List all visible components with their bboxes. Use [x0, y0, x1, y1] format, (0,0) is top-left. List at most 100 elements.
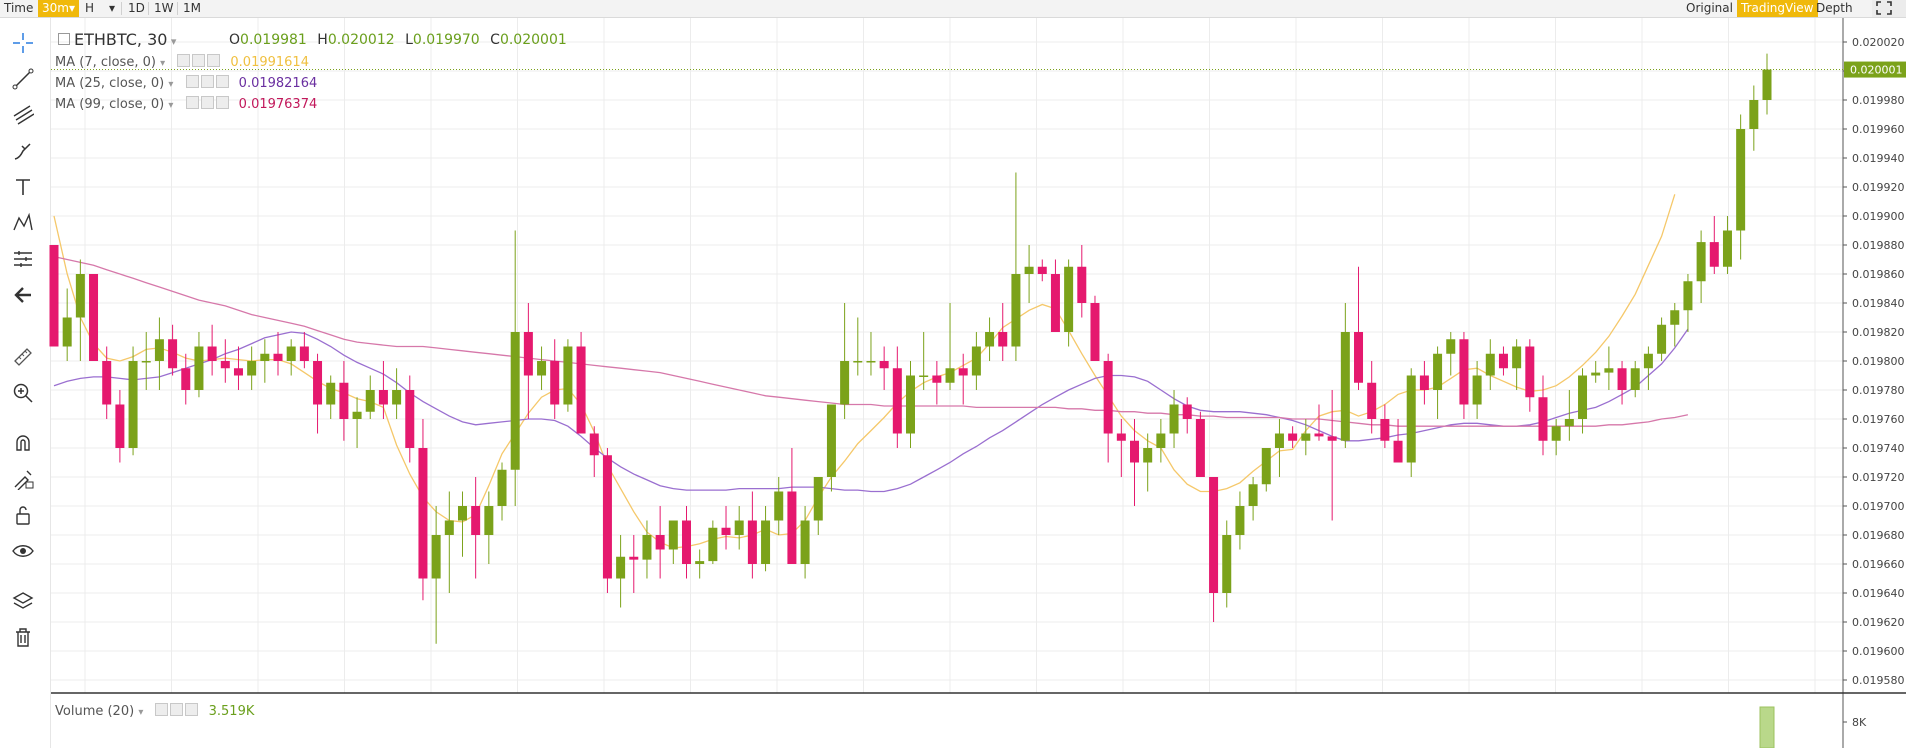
candle-body: [418, 448, 428, 579]
candle-body: [1103, 361, 1113, 434]
candle-body: [1393, 440, 1403, 463]
candle-body: [840, 361, 850, 405]
ma7-gear-icon[interactable]: [192, 54, 206, 67]
ma99-gear-icon[interactable]: [200, 96, 214, 109]
candle-body: [1657, 324, 1667, 354]
ma99-legend: MA (99, close, 0) ▾ 0.01976374: [55, 96, 318, 112]
candle-body: [510, 332, 520, 470]
crosshair-icon[interactable]: [10, 30, 36, 56]
candle-body: [1050, 274, 1060, 332]
candle-body: [734, 520, 744, 535]
pattern-icon[interactable]: [10, 210, 36, 236]
magnet-icon[interactable]: [10, 430, 36, 456]
candle-body: [1301, 433, 1311, 441]
candle-body: [774, 491, 784, 521]
candle-body: [1446, 339, 1456, 354]
ma99-eye-icon[interactable]: [185, 96, 199, 109]
candle-body: [1630, 368, 1640, 390]
candle-body: [1130, 440, 1140, 463]
candle-body: [1406, 375, 1416, 463]
eye-icon[interactable]: [10, 538, 36, 564]
view-tradingview-button[interactable]: TradingView: [1737, 0, 1818, 17]
candle-body: [207, 346, 217, 361]
candle-body: [1538, 397, 1548, 441]
candle-body: [853, 361, 863, 363]
candle-body: [892, 368, 902, 434]
candle-body: [1195, 419, 1205, 477]
volume-bar: [1759, 706, 1775, 748]
interval-hour-dropdown[interactable]: ▾: [109, 1, 116, 15]
back-arrow-icon[interactable]: [10, 282, 36, 308]
ma7-eye-icon[interactable]: [177, 54, 191, 67]
volume-close-icon[interactable]: [185, 703, 199, 716]
candle-body: [299, 346, 309, 361]
candle-body: [1354, 332, 1364, 383]
ruler-icon[interactable]: [10, 344, 36, 370]
layers-icon[interactable]: [10, 588, 36, 614]
ohlc-readout: O0.019981 H0.020012 L0.019970 C0.020001: [229, 32, 567, 48]
collapse-icon[interactable]: [58, 33, 70, 45]
trend-line-icon[interactable]: [10, 66, 36, 92]
candle-body: [879, 361, 889, 369]
text-icon[interactable]: [10, 174, 36, 200]
symbol-legend: ETHBTC, 30 ▾: [58, 30, 188, 49]
y-tick-label: 0.019820: [1852, 326, 1905, 339]
candle-body: [260, 353, 270, 361]
view-original-button[interactable]: Original: [1686, 1, 1733, 15]
candle-body: [695, 561, 705, 564]
open-label: O: [229, 32, 241, 48]
candle-body: [339, 382, 349, 419]
candle-body: [247, 361, 257, 376]
toolbar-divider: [148, 2, 149, 15]
toolbar-divider: [177, 2, 178, 15]
candle-body: [1459, 339, 1469, 405]
ma99-label: MA (99, close, 0): [55, 97, 165, 112]
interval-hour-button[interactable]: H: [85, 1, 95, 15]
measure-ruler-icon[interactable]: [10, 246, 36, 272]
y-tick-label: 0.019920: [1852, 181, 1905, 194]
lock-drawing-icon[interactable]: [10, 466, 36, 492]
candle-body: [128, 361, 138, 448]
y-tick-label: 0.019900: [1852, 210, 1905, 223]
y-tick-label: 0.019760: [1852, 413, 1905, 426]
brush-icon[interactable]: [10, 138, 36, 164]
ma7-line: [53, 194, 1676, 549]
ma25-gear-icon[interactable]: [200, 75, 214, 88]
interval-1d-button[interactable]: 1D: [128, 1, 145, 15]
zoom-in-icon[interactable]: [10, 380, 36, 406]
interval-1m-button[interactable]: 1M: [183, 1, 201, 15]
candle-body: [444, 520, 454, 535]
candle-body: [181, 368, 191, 390]
y-tick-label: 0.020020: [1852, 36, 1905, 49]
volume-eye-icon[interactable]: [155, 703, 169, 716]
trash-icon[interactable]: [10, 624, 36, 650]
ma99-close-icon[interactable]: [215, 96, 229, 109]
interval-1w-button[interactable]: 1W: [154, 1, 174, 15]
volume-value: 3.519K: [208, 704, 255, 719]
unlock-icon[interactable]: [10, 502, 36, 528]
y-tick-label: 0.019740: [1852, 442, 1905, 455]
candle-body: [668, 520, 678, 550]
ma25-close-icon[interactable]: [215, 75, 229, 88]
ma25-eye-icon[interactable]: [185, 75, 199, 88]
candle-body: [1367, 382, 1377, 419]
ma7-close-icon[interactable]: [207, 54, 221, 67]
candle-body: [1564, 419, 1574, 427]
candle-body: [1617, 368, 1627, 390]
candle-body: [1591, 372, 1601, 376]
candle-body: [1182, 404, 1192, 419]
interval-30m-button[interactable]: 30m▾: [38, 0, 79, 17]
candle-body: [1736, 129, 1746, 231]
candle-body: [1077, 266, 1087, 303]
candle-body: [62, 317, 72, 347]
fullscreen-icon[interactable]: [1872, 0, 1906, 17]
candle-body: [1419, 375, 1429, 390]
candle-body: [1090, 303, 1100, 361]
volume-legend: Volume (20) ▾ 3.519K: [55, 703, 255, 719]
candle-body: [220, 361, 230, 369]
top-toolbar: Time 30m▾ H ▾ 1D 1W 1M Original TradingV…: [0, 0, 1906, 18]
volume-gear-icon[interactable]: [170, 703, 184, 716]
pitchfork-icon[interactable]: [10, 102, 36, 128]
view-depth-button[interactable]: Depth: [1816, 1, 1853, 15]
